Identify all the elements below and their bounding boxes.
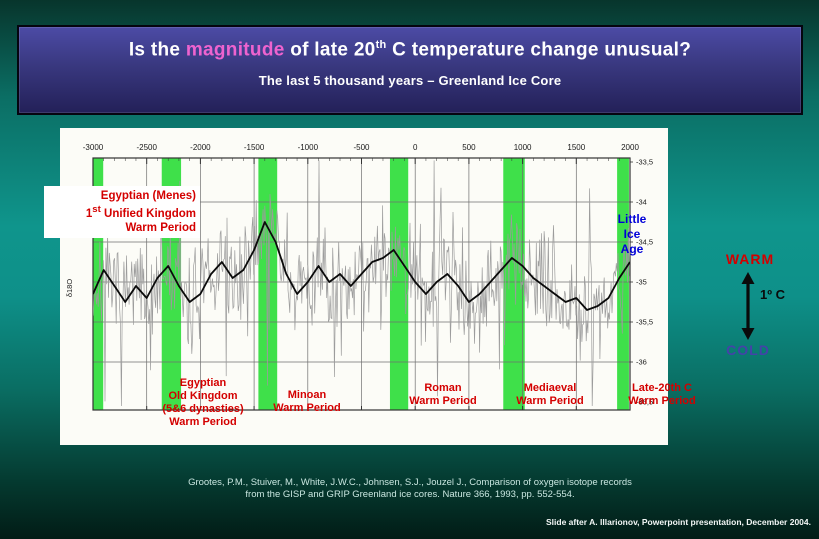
annotation-late-20th-c: Late-20th C Warm Period <box>628 382 696 407</box>
x-tick-label: 2000 <box>621 143 639 152</box>
annotation-old-kingdom: Egyptian Old Kingdom (5&6 dynasties) War… <box>162 377 244 428</box>
lia-line1: Little <box>617 212 647 226</box>
smoothed-series <box>93 221 630 311</box>
lia-line2: Ice <box>623 227 641 241</box>
x-tick-label: -1000 <box>298 143 319 152</box>
annotation-minoan: Minoan Warm Period <box>273 389 341 414</box>
title-box: Is the magnitude of late 20th C temperat… <box>17 25 803 115</box>
title-part-1: Is the <box>128 39 186 61</box>
annotation-roman: Roman Warm Period <box>409 382 477 407</box>
warm-period-band <box>503 158 525 410</box>
temperature-range-arrow-icon <box>741 272 755 340</box>
title-part-3: C temperature change unusual? <box>386 39 692 61</box>
menes-line2: 1st Unified Kingdom <box>85 204 196 220</box>
greenland-ice-core-chart: -3000 -2500 -2000 -1500 -1000 -500 0 500 1000 150… <box>65 143 653 411</box>
x-tick-label: -3000 <box>83 143 104 152</box>
citation-line2: from the GISP and GRIP Greenland ice cor… <box>245 488 575 500</box>
x-tick-label: -2000 <box>190 143 211 152</box>
warm-label: WARM <box>725 251 775 267</box>
annotation-egyptian-menes: Egyptian (Menes) 1st Unified Kingdom War… <box>44 186 200 238</box>
y-tick-label: -35 <box>636 278 647 287</box>
annotation-mediaeval: Mediaeval Warm Period <box>516 382 584 407</box>
x-tick-label: 0 <box>413 143 418 152</box>
x-tick-label: -2500 <box>136 143 157 152</box>
annotation-little-ice-age: Little Ice Age <box>604 212 660 257</box>
noisy-series <box>93 160 630 407</box>
y-tick-label: -35,5 <box>636 318 653 327</box>
chart-panel: -3000 -2500 -2000 -1500 -1000 -500 0 500 1000 150… <box>60 128 668 445</box>
x-tick-label: 500 <box>462 143 476 152</box>
y-tick-label: -34 <box>636 198 647 207</box>
y-tick-label: -34,5 <box>636 238 653 247</box>
credit-line: Slide after A. Illarionov, Powerpoint pr… <box>546 517 811 527</box>
y-tick-label: -36 <box>636 358 647 367</box>
y-tick-label: -33,5 <box>636 158 653 167</box>
x-tick-label: 1000 <box>514 143 532 152</box>
menes-line1: Egyptian (Menes) <box>100 190 196 202</box>
x-tick-label: -500 <box>353 143 370 152</box>
x-tick-label: -1500 <box>244 143 265 152</box>
lia-line3: Age <box>620 242 644 256</box>
menes-line3: Warm Period <box>125 221 196 234</box>
citation: Grootes, P.M., Stuiver, M., White, J.W.C… <box>110 477 710 500</box>
title-highlight-magnitude: magnitude <box>185 39 285 61</box>
one-degree-label: 1º C <box>760 287 785 302</box>
citation-line1: Grootes, P.M., Stuiver, M., White, J.W.C… <box>188 477 632 488</box>
y-tick-label: -36,5 <box>636 398 653 407</box>
warm-period-band <box>389 158 409 410</box>
y-axis-label: δ18O <box>65 279 74 298</box>
cold-label: COLD <box>726 342 770 358</box>
slide-subtitle: The last 5 thousand years – Greenland Ic… <box>258 73 562 89</box>
title-part-2: of late 20 <box>284 39 376 61</box>
title-superscript: th <box>375 39 387 51</box>
slide-title: Is the magnitude of late 20th C temperat… <box>19 39 801 61</box>
x-tick-label: 1500 <box>567 143 585 152</box>
